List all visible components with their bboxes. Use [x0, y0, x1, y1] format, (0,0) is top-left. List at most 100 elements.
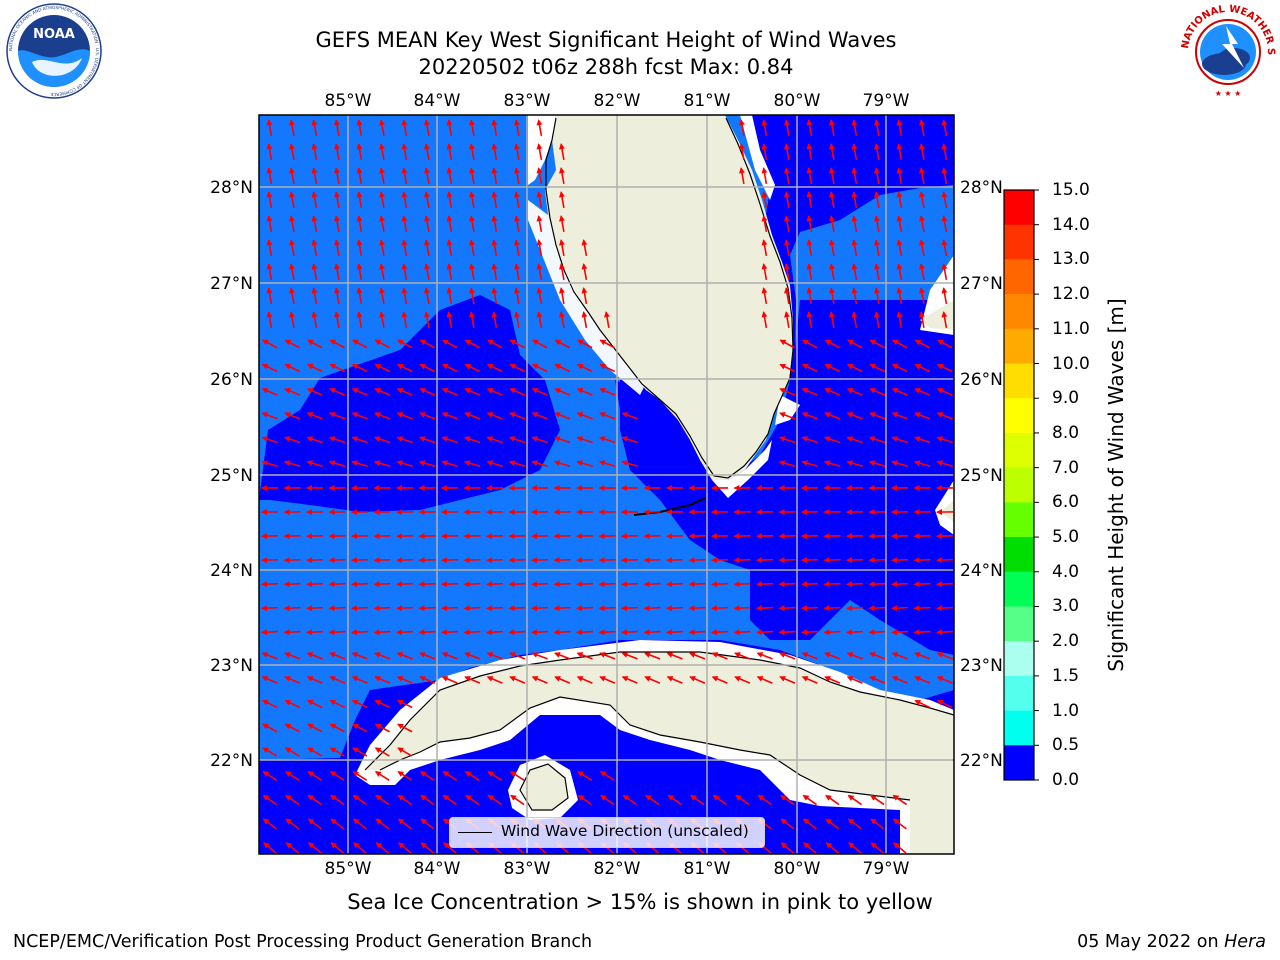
wave-direction-arrow	[306, 676, 323, 684]
wave-direction-arrow	[329, 652, 346, 660]
wave-direction-arrow	[779, 652, 796, 660]
wave-direction-arrow	[914, 339, 930, 349]
wave-direction-arrow	[780, 842, 795, 854]
wave-direction-arrow	[739, 119, 745, 137]
wave-direction-arrow	[874, 119, 880, 137]
wave-direction-arrow	[621, 412, 638, 420]
wave-direction-arrow	[486, 557, 504, 564]
wave-direction-arrow	[418, 581, 436, 588]
wave-direction-arrow	[802, 818, 817, 830]
wave-direction-arrow	[536, 311, 543, 329]
wave-direction-arrow	[689, 652, 706, 660]
wave-direction-arrow	[266, 215, 273, 233]
wave-direction-arrow	[846, 436, 863, 444]
wave-direction-arrow	[825, 794, 840, 806]
wave-direction-arrow	[334, 239, 340, 257]
wave-direction-arrow	[311, 143, 318, 161]
wave-direction-arrow	[464, 652, 481, 660]
wave-direction-arrow	[311, 239, 318, 257]
wave-direction-arrow	[531, 676, 548, 684]
wave-direction-arrow	[531, 460, 548, 467]
wave-direction-arrow	[491, 311, 498, 329]
wave-direction-arrow	[329, 412, 346, 420]
wave-direction-arrow	[351, 605, 369, 612]
wave-direction-arrow	[846, 557, 864, 564]
wave-direction-arrow	[446, 119, 453, 137]
wave-direction-arrow	[396, 652, 413, 660]
wave-direction-arrow	[375, 818, 390, 830]
wave-direction-arrow	[464, 771, 480, 781]
wave-direction-arrow	[846, 412, 863, 420]
wave-direction-arrow	[285, 818, 300, 830]
colorbar-tick-label: 0.5	[1052, 735, 1080, 756]
wave-direction-arrow	[761, 263, 768, 281]
wave-direction-arrow	[446, 239, 453, 257]
wave-direction-arrow	[778, 436, 796, 444]
wave-direction-arrow	[761, 311, 768, 329]
wave-direction-arrow	[851, 143, 858, 161]
wave-direction-arrow	[351, 460, 368, 467]
wave-direction-arrow	[396, 363, 413, 373]
wave-direction-arrow	[581, 311, 588, 329]
wave-direction-arrow	[328, 629, 346, 636]
colorbar-tick-label: 7.0	[1052, 457, 1080, 478]
wave-direction-arrow	[285, 842, 300, 854]
wave-direction-arrow	[778, 605, 796, 612]
wave-direction-arrow	[622, 794, 638, 806]
wave-direction-arrow	[829, 287, 835, 305]
wave-direction-arrow	[784, 239, 790, 257]
wave-direction-arrow	[419, 412, 436, 420]
wave-direction-arrow	[374, 339, 390, 349]
wave-direction-arrow	[329, 363, 346, 373]
wave-direction-arrow	[576, 581, 594, 588]
wave-direction-arrow	[419, 339, 435, 349]
wave-direction-arrow	[784, 215, 790, 233]
wave-direction-arrow	[581, 239, 588, 257]
latitude-label: 22°N	[960, 751, 1003, 771]
wave-direction-arrow	[262, 771, 278, 781]
wave-direction-arrow	[514, 311, 520, 329]
wave-direction-arrow	[941, 119, 948, 137]
wave-direction-arrow	[559, 263, 565, 281]
wave-direction-arrow	[598, 629, 616, 636]
wave-direction-arrow	[508, 557, 526, 564]
wave-direction-arrow	[491, 119, 498, 137]
wave-direction-arrow	[356, 287, 363, 305]
wave-direction-arrow	[469, 239, 475, 257]
wave-direction-arrow	[356, 263, 363, 281]
wave-direction-arrow	[851, 311, 858, 329]
wave-direction-arrow	[306, 460, 323, 467]
wave-direction-arrow	[554, 363, 571, 373]
wave-direction-arrow	[396, 460, 413, 467]
wave-direction-arrow	[420, 818, 435, 830]
wave-direction-arrow	[289, 311, 295, 329]
wave-direction-arrow	[891, 652, 908, 660]
wave-direction-arrow	[356, 167, 363, 185]
wave-direction-arrow	[463, 629, 481, 636]
wave-direction-arrow	[262, 339, 278, 349]
wave-direction-arrow	[401, 119, 408, 137]
wave-direction-arrow	[688, 629, 706, 636]
wave-direction-arrow	[261, 605, 279, 612]
wave-direction-arrow	[486, 652, 503, 660]
wave-direction-arrow	[784, 311, 790, 329]
noaa-logo: NOAA NATIONAL OCEANIC AND ATMOSPHERIC AD…	[6, 3, 102, 99]
wave-direction-arrow	[891, 460, 908, 467]
colorbar-swatch	[1004, 710, 1034, 746]
wave-direction-arrow	[778, 629, 796, 636]
wave-direction-arrow	[424, 143, 430, 161]
latitude-label: 22°N	[210, 751, 253, 771]
wave-direction-arrow	[761, 215, 768, 233]
wave-direction-arrow	[442, 771, 458, 781]
wave-direction-arrow	[262, 723, 278, 733]
wave-direction-arrow	[711, 676, 728, 684]
wave-direction-arrow	[599, 363, 616, 373]
wave-direction-arrow	[396, 629, 414, 636]
wave-direction-arrow	[536, 191, 543, 209]
colorbar-tick-label: 1.5	[1052, 665, 1080, 686]
wave-direction-arrow	[284, 412, 301, 420]
wave-direction-arrow	[289, 287, 295, 305]
wave-direction-arrow	[599, 412, 616, 420]
wave-direction-arrow	[891, 629, 909, 636]
